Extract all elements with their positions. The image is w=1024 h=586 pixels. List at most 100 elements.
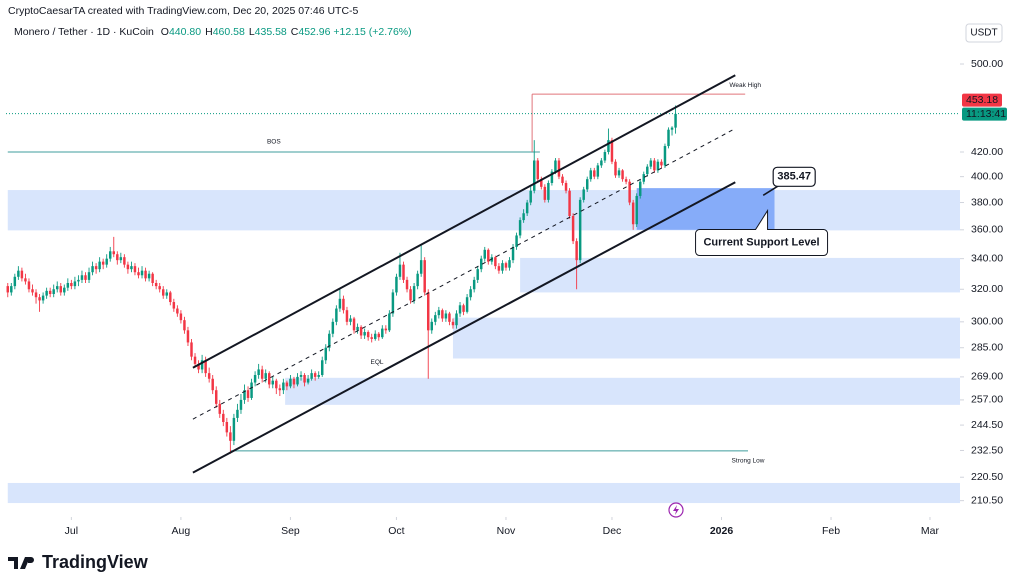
candle-body [179, 313, 183, 321]
candle-body [430, 321, 434, 331]
callout-value: 385.47 [777, 171, 811, 183]
candle-body [165, 292, 169, 296]
x-tick-label: Sep [281, 525, 300, 537]
channel-line [192, 74, 736, 369]
candle-body [631, 202, 635, 225]
candle-body [508, 260, 511, 268]
candle-body [137, 272, 140, 276]
candle-body [126, 264, 130, 270]
attribution: CryptoCaesarTA created with TradingView.… [8, 5, 359, 17]
candle-body [402, 264, 405, 280]
candle-body [267, 373, 271, 385]
candle-body [564, 182, 568, 191]
candle-body [568, 190, 571, 216]
last-price-label: 453.18 [966, 94, 998, 106]
candle-body [271, 380, 275, 385]
candle-body [306, 378, 310, 383]
candle-body [232, 417, 236, 441]
ohlc-value: 435.58 [254, 26, 287, 38]
level-label: BOS [267, 139, 281, 146]
candle-body [324, 347, 328, 361]
candle-body [384, 328, 388, 331]
candle-body [133, 266, 137, 273]
candle-body [561, 176, 564, 183]
candle-body [169, 292, 172, 303]
candle-body [176, 308, 179, 314]
candle-body [211, 378, 214, 391]
candle-body [476, 269, 479, 280]
candle-body [497, 266, 501, 271]
candle-body [522, 213, 525, 221]
candle-body [617, 170, 621, 176]
candle-body [391, 292, 395, 314]
candle-body [84, 275, 87, 280]
candle-body [98, 261, 101, 270]
candle-body [398, 264, 402, 277]
candle-body [108, 251, 112, 259]
candle-body [607, 140, 610, 153]
y-tick-label: 257.00 [971, 394, 1003, 406]
candle-body [151, 273, 154, 283]
candle-body [6, 286, 10, 293]
support-callout-text: Current Support Level [703, 236, 819, 248]
candle-body [543, 186, 547, 200]
candle-body [66, 282, 70, 288]
x-tick-label: Aug [172, 525, 191, 537]
x-tick-label: Nov [497, 525, 516, 537]
candle-body [653, 160, 656, 171]
candle-body [388, 313, 391, 331]
candle-body [426, 292, 430, 331]
brand-logo [8, 556, 34, 569]
change: +12.15 (+2.76%) [333, 26, 412, 38]
candle-body [310, 373, 313, 379]
candle-body [236, 409, 239, 418]
y-tick-label: 269.00 [971, 371, 1003, 383]
candle-body [154, 282, 158, 287]
candle-body [638, 181, 642, 196]
y-tick-label: 285.00 [971, 342, 1003, 354]
candle-body [264, 373, 267, 379]
candle-body [628, 181, 631, 203]
candle-body [292, 378, 296, 385]
candle-body [278, 388, 282, 391]
candle-body [250, 382, 253, 398]
currency-box [965, 23, 1003, 43]
ohlc-key: L [248, 26, 255, 38]
x-tick-label: Feb [822, 525, 840, 537]
candle-body [91, 266, 94, 273]
zone [285, 377, 961, 405]
ohlc-value: 452.96 [298, 26, 331, 38]
candle-body [547, 182, 550, 200]
candle-body [483, 249, 487, 259]
candle-body [578, 199, 582, 261]
candle-body [596, 165, 600, 177]
candle-body [479, 258, 483, 270]
candle-body [352, 318, 356, 331]
candle-body [405, 279, 409, 290]
brand[interactable]: TradingView [8, 552, 148, 573]
candle-body [313, 373, 317, 377]
candle-body [345, 310, 349, 322]
candle-body [518, 220, 522, 236]
candle-body [239, 399, 243, 410]
candle-body [550, 171, 554, 183]
zone [7, 482, 961, 504]
candle-body [207, 373, 211, 379]
zone [452, 317, 960, 359]
candle-body [183, 320, 186, 331]
candle-body [621, 170, 624, 180]
callout-pointer [762, 184, 780, 196]
candle-body [80, 275, 84, 280]
y-tick-label: 300.00 [971, 316, 1003, 328]
candle-body [600, 160, 603, 166]
y-tick-label: 244.50 [971, 419, 1003, 431]
candle-body [144, 270, 147, 279]
candle-body [13, 276, 17, 287]
candle-body [663, 146, 667, 166]
candle-body [434, 315, 437, 322]
candle-body [610, 140, 614, 162]
channel-line [192, 181, 736, 474]
candle-body [529, 190, 532, 203]
candle-body [373, 333, 377, 339]
